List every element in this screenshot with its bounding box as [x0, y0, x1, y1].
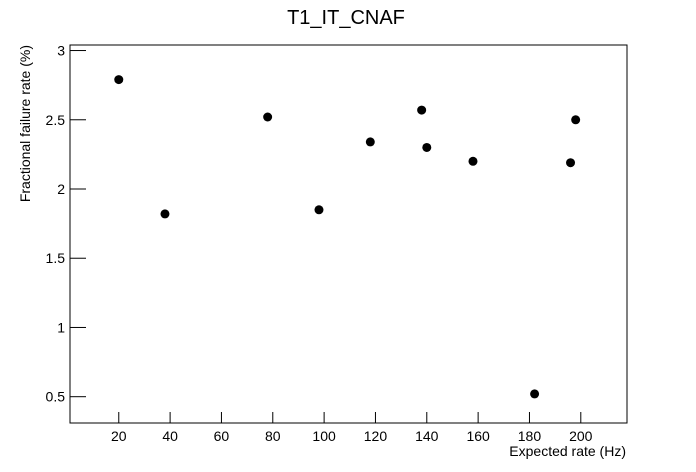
point [422, 142, 432, 152]
x-tick-label: 80 [265, 428, 281, 444]
y-tick-label: 3 [57, 43, 65, 59]
x-tick-label: 140 [415, 428, 439, 444]
y-axis-label: Fractional failure rate (%) [17, 45, 33, 202]
x-tick-label: 100 [312, 428, 336, 444]
point [114, 75, 124, 85]
point [314, 205, 324, 215]
plot-frame [69, 44, 628, 424]
point [530, 389, 540, 399]
x-tick-label: 160 [466, 428, 490, 444]
point [365, 137, 375, 147]
x-tick-label: 60 [214, 428, 230, 444]
point [468, 156, 478, 166]
point [566, 158, 576, 168]
x-tick-label: 20 [111, 428, 127, 444]
y-tick-label: 1 [57, 319, 65, 335]
x-tick-label: 120 [364, 428, 388, 444]
y-tick-label: 2 [57, 181, 65, 197]
point [263, 112, 273, 122]
x-tick-label: 180 [518, 428, 542, 444]
x-axis-label: Expected rate (Hz) [509, 443, 626, 459]
y-tick-label: 2.5 [46, 112, 66, 128]
x-tick-label: 200 [569, 428, 593, 444]
chart-title: T1_IT_CNAF [287, 7, 405, 29]
y-tick-label: 1.5 [46, 250, 66, 266]
point [571, 115, 581, 125]
x-tick-label: 40 [162, 428, 178, 444]
y-tick-label: 0.5 [46, 389, 66, 405]
point [417, 105, 427, 115]
point [160, 209, 170, 219]
